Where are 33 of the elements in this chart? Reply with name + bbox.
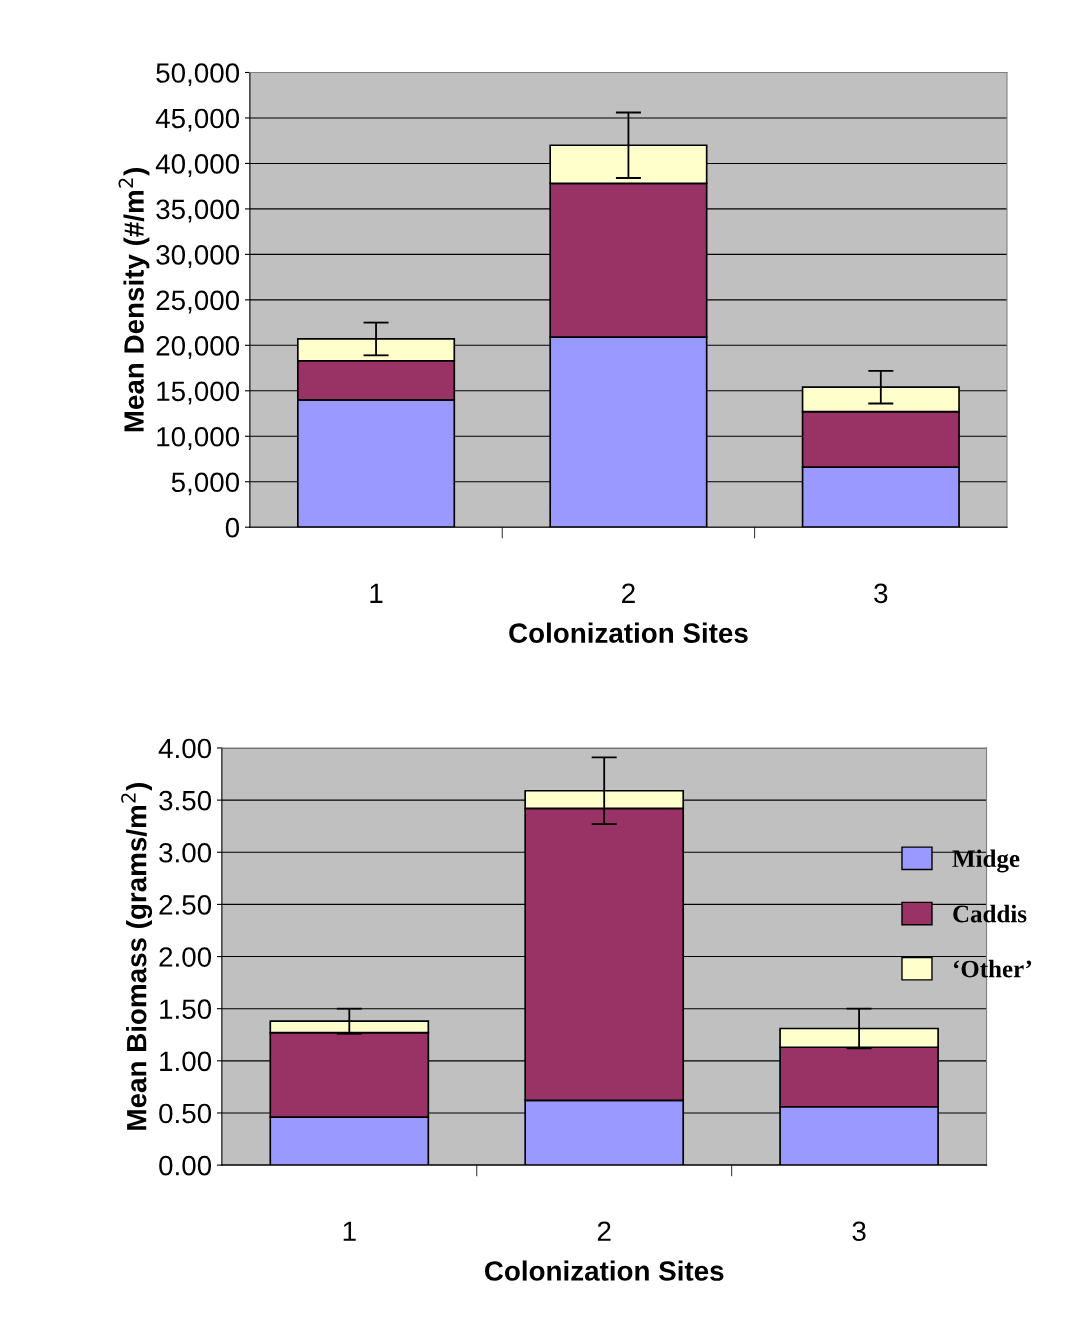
x-tick-label: 3 (874, 583, 888, 604)
y-tick-label: 2.50 (159, 895, 212, 915)
y-tick-label: 2.00 (159, 947, 212, 967)
y-tick-label: 1.50 (160, 999, 212, 1020)
x-tick-label: 2 (622, 583, 635, 603)
y-tick-label: 10,000 (157, 426, 240, 450)
x-tick-label: 2 (597, 1221, 611, 1241)
y-tick-label: 35,000 (156, 199, 240, 223)
x-axis-title: Colonization Sites (484, 1260, 724, 1281)
legend-label: Midge (952, 849, 1020, 873)
y-tick-label: 40,000 (155, 154, 240, 178)
y-tick-label: 1.00 (160, 1051, 212, 1072)
legend-label: ‘Other’ (953, 959, 1032, 978)
y-tick-label: 0.00 (159, 1155, 212, 1176)
y-tick-label: 50,000 (156, 63, 240, 87)
y-tick-label: 5,000 (171, 472, 240, 496)
y-tick-label: 4.00 (158, 738, 212, 759)
x-tick-label: 1 (370, 583, 383, 603)
y-tick-label: 3.50 (159, 790, 212, 811)
x-tick-label: 3 (852, 1221, 866, 1242)
y-tick-label: 3.00 (159, 842, 212, 863)
y-axis-title: Mean Density (#/m$^{2}$) (118, 168, 150, 432)
y-tick-label: 45,000 (155, 108, 240, 132)
legend-label: Caddis (953, 904, 1027, 923)
x-axis-title: Colonization Sites (509, 622, 748, 643)
y-tick-label: 0 (225, 517, 240, 538)
y-tick-label: 15,000 (157, 381, 240, 405)
y-axis-title: Mean Biomass (grams/m$^{2}$) (121, 783, 153, 1130)
y-tick-label: 0.50 (159, 1103, 212, 1124)
y-tick-label: 25,000 (156, 290, 240, 314)
y-tick-label: 20,000 (156, 335, 240, 359)
y-tick-label: 30,000 (156, 245, 240, 268)
x-tick-label: 1 (343, 1221, 356, 1241)
